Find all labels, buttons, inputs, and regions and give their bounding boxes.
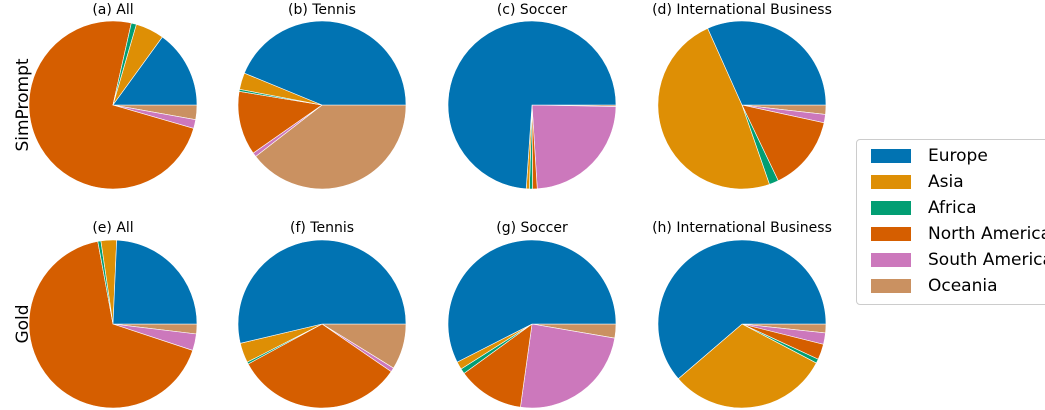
pie-slice-europe (112, 36, 198, 106)
legend-label: North America (928, 224, 1045, 244)
pie-slice-south-america (520, 323, 616, 409)
pie-title: (f) Tennis (290, 220, 354, 236)
pie-slice-north-america (28, 241, 194, 409)
pie-slice-asia (677, 323, 817, 409)
pie-slice-north-america (247, 323, 392, 409)
pie-slice-europe (237, 239, 407, 344)
pie-title: (e) All (92, 220, 133, 236)
pie-title: (h) International Business (652, 220, 832, 236)
pie-chart-h-international-business: (h) International Business (652, 220, 832, 409)
row-label-gold: Gold (13, 304, 33, 343)
pie-slice-europe (707, 20, 827, 106)
legend-label: Africa (928, 198, 977, 218)
pie-chart-c-soccer: (c) Soccer (447, 2, 617, 190)
legend-item-oceania: Oceania (871, 274, 998, 298)
legend-item-asia: Asia (871, 170, 964, 194)
pie-title: (a) All (92, 2, 133, 18)
legend-swatch (871, 175, 911, 189)
legend-swatch (871, 227, 911, 241)
pie-slice-north-america (28, 20, 195, 190)
pie-slice-europe (243, 20, 407, 106)
pie-slice-asia (657, 27, 770, 190)
legend-label: Europe (928, 146, 988, 166)
pie-title: (b) Tennis (288, 2, 356, 18)
legend-item-north-america: North America (871, 222, 1045, 246)
pie-chart-f-tennis: (f) Tennis (237, 220, 407, 409)
pie-slice-north-america (237, 90, 323, 154)
pie-slice-europe (447, 20, 617, 190)
legend-item-south-america: South America (871, 248, 1045, 272)
pie-slice-north-america (463, 323, 533, 408)
pie-slice-europe (112, 239, 198, 325)
pie-slice-north-america (741, 104, 825, 182)
pie-chart-g-soccer: (g) Soccer (447, 220, 617, 409)
legend-label: Oceania (928, 276, 998, 296)
pie-slice-south-america (531, 104, 617, 190)
legend-label: Asia (928, 172, 964, 192)
pie-title: (c) Soccer (497, 2, 568, 18)
legend-swatch (871, 149, 911, 163)
pie-chart-a-all: (a) All (28, 2, 198, 190)
legend: Europe Asia Africa North America South A… (856, 139, 1045, 305)
legend-swatch (871, 253, 911, 267)
legend-label: South America (928, 250, 1045, 270)
pie-title: (g) Soccer (496, 220, 568, 236)
pie-slice-europe (657, 239, 827, 380)
row-label-simprompt: SimPrompt (13, 58, 33, 151)
pie-chart-b-tennis: (b) Tennis (237, 2, 407, 190)
pie-slice-europe (447, 239, 617, 363)
legend-item-europe: Europe (871, 144, 988, 168)
legend-item-africa: Africa (871, 196, 977, 220)
pie-chart-e-all: (e) All (28, 220, 198, 409)
pie-slice-oceania (255, 104, 407, 190)
pie-chart-d-international-business: (d) International Business (652, 2, 832, 190)
pie-title: (d) International Business (652, 2, 832, 18)
legend-swatch (871, 279, 911, 293)
legend-swatch (871, 201, 911, 215)
